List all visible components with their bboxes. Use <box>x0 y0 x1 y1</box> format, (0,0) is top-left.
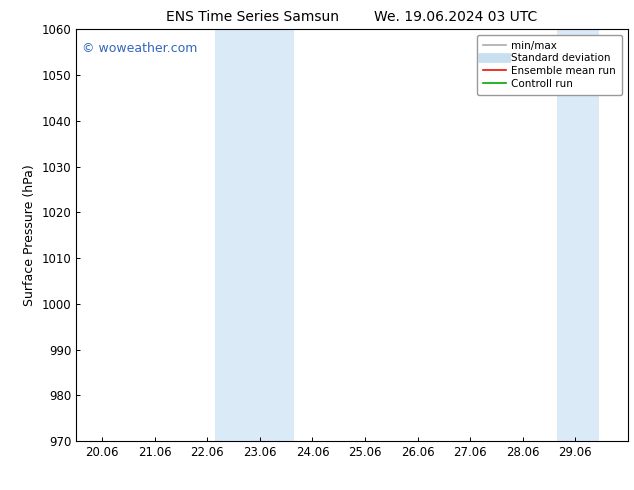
Y-axis label: Surface Pressure (hPa): Surface Pressure (hPa) <box>23 164 36 306</box>
Bar <box>216 29 294 441</box>
Text: © woweather.com: © woweather.com <box>82 42 197 55</box>
Legend: min/max, Standard deviation, Ensemble mean run, Controll run: min/max, Standard deviation, Ensemble me… <box>477 35 623 95</box>
Title: ENS Time Series Samsun        We. 19.06.2024 03 UTC: ENS Time Series Samsun We. 19.06.2024 03… <box>166 10 538 24</box>
Bar <box>557 29 598 441</box>
